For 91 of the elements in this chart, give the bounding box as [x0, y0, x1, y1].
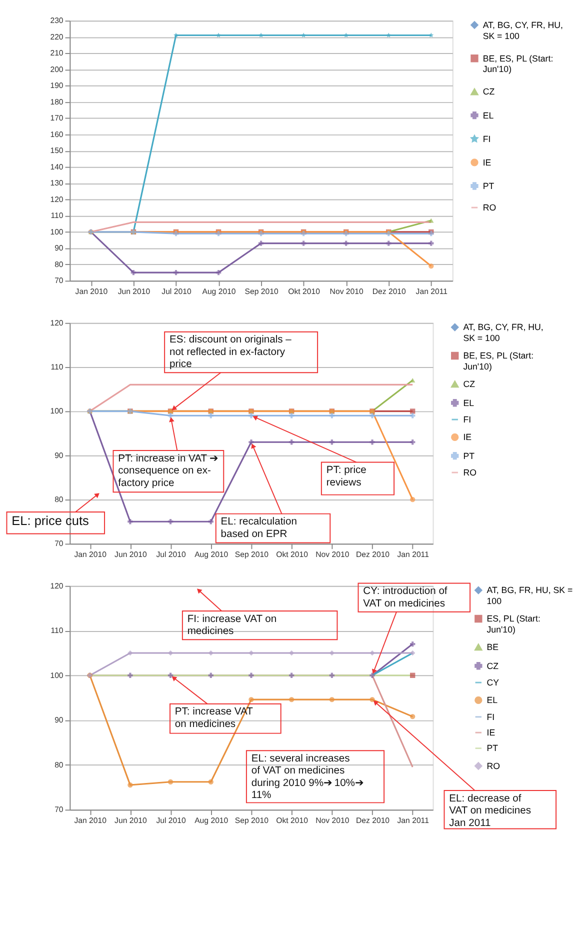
x-tick-label: Nov 2010 [316, 816, 350, 825]
legend-label: CZ [486, 660, 500, 671]
y-tick-label: 120 [50, 318, 64, 328]
legend-label: PT [482, 180, 495, 191]
y-tick-label: 120 [50, 581, 64, 590]
y-tick-label: 70 [54, 805, 64, 814]
annotation: ES: discount on originals – not reflected in ex-factory price [169, 334, 292, 370]
x-tick-label: Okt 2010 [276, 816, 309, 825]
y-tick-label: 180 [50, 97, 64, 106]
y-tick-label: 120 [50, 194, 64, 204]
x-tick-label: Jul 2010 [156, 550, 186, 559]
y-tick-label: 160 [50, 130, 64, 139]
x-tick-label: Aug 2010 [194, 550, 229, 559]
x-tick-label: Jan 2010 [74, 550, 108, 559]
annotation: EL: decrease of VAT on medicines Jan 2011 [449, 793, 531, 829]
legend-label: FI [463, 414, 472, 424]
annotation: EL: recalculation based on EPR [220, 516, 298, 540]
x-tick-label: Jan 2011 [416, 286, 448, 296]
legend-label: CY [486, 677, 500, 688]
y-tick-label: 190 [50, 81, 64, 90]
x-tick-label: Jun 2010 [118, 286, 151, 296]
legend-label: BE [486, 642, 499, 652]
x-tick-label: Nov 2010 [330, 286, 364, 296]
y-tick-label: 110 [50, 211, 64, 220]
legend-label: IE [486, 728, 496, 738]
annotation: FI: increase VAT on medicines [187, 614, 277, 638]
legend-label: RO [463, 467, 477, 478]
y-tick-label: 90 [54, 450, 64, 460]
legend-label: FI [482, 134, 491, 144]
x-tick-label: Jan 2011 [397, 550, 429, 559]
x-tick-label: Jul 2010 [162, 286, 192, 296]
y-tick-label: 110 [50, 626, 64, 636]
y-tick-label: 70 [54, 276, 64, 286]
x-tick-label: Dez 2010 [372, 286, 407, 296]
x-tick-label: Jan 2011 [397, 816, 429, 825]
x-tick-label: Aug 2010 [194, 816, 229, 825]
legend-label: PT [486, 743, 499, 754]
legend-label: CZ [482, 86, 496, 97]
legend-label: EL [463, 398, 474, 408]
x-tick-label: Jan 2010 [74, 816, 108, 825]
x-tick-label: Dez 2010 [356, 816, 390, 825]
y-tick-label: 200 [50, 64, 64, 74]
x-tick-label: Sep 2010 [234, 550, 270, 559]
legend-label: BE, ES, PL (Start: Jun'10) [463, 350, 534, 372]
y-tick-label: 100 [50, 406, 64, 416]
x-tick-label: Jun 2010 [114, 550, 148, 559]
y-tick-label: 90 [54, 244, 64, 253]
annotation: PT: increase in VAT ➔ consequence on ex-factory price [118, 453, 218, 489]
legend-label: RO [482, 202, 496, 213]
x-tick-label: Jul 2010 [156, 816, 186, 825]
x-tick-label: Sep 2010 [244, 286, 279, 296]
legend-label: PT [463, 450, 476, 461]
legend-label: RO [486, 760, 500, 771]
y-tick-label: 90 [54, 716, 64, 725]
y-tick-label: 230 [50, 16, 64, 26]
legend-label: AT, BG, FR, HU, SK = 100 [486, 585, 573, 606]
annotation: EL: price cuts [12, 512, 89, 528]
y-tick-label: 80 [54, 760, 64, 770]
y-tick-label: 70 [54, 539, 64, 548]
y-tick-label: 210 [50, 48, 64, 58]
legend-label: IE [463, 432, 472, 442]
y-tick-label: 130 [50, 178, 64, 188]
x-tick-label: Jan 2010 [75, 286, 108, 296]
x-tick-label: Nov 2010 [316, 550, 350, 559]
y-tick-label: 150 [50, 146, 64, 156]
legend-label: EL [482, 110, 494, 120]
x-tick-label: Okt 2010 [288, 286, 321, 296]
legend-label: FI [486, 712, 495, 722]
annotation: EL: several increases of VAT on medicines during 2010 9%➔ 10%➔ 11% [251, 753, 363, 802]
legend-label: BE, ES, PL (Start: Jun'10) [482, 53, 554, 74]
x-tick-label: Jun 2010 [114, 816, 148, 825]
x-tick-label: Aug 2010 [202, 286, 236, 296]
annotation: PT: price reviews [326, 465, 367, 488]
legend-label: EL [486, 695, 498, 706]
y-tick-label: 110 [50, 362, 64, 372]
legend-label: AT, BG, CY, FR, HU, SK = 100 [463, 322, 544, 344]
y-tick-label: 140 [50, 162, 64, 172]
x-tick-label: Sep 2010 [234, 816, 270, 825]
legend-label: IE [482, 157, 492, 168]
annotation: CY: introduction of VAT on medicines [363, 586, 448, 610]
y-tick-label: 100 [50, 227, 64, 236]
y-tick-label: 80 [54, 260, 64, 269]
legend-label: AT, BG, CY, FR, HU, SK = 100 [482, 20, 563, 41]
legend-label: ES, PL (Start: Jun'10) [486, 614, 540, 634]
x-tick-label: Dez 2010 [356, 550, 390, 559]
x-tick-label: Okt 2010 [276, 550, 309, 559]
y-tick-label: 170 [50, 114, 64, 123]
y-tick-label: 100 [50, 670, 64, 680]
y-tick-label: 80 [54, 494, 64, 504]
y-tick-label: 220 [50, 32, 64, 42]
legend-label: CZ [463, 379, 476, 390]
